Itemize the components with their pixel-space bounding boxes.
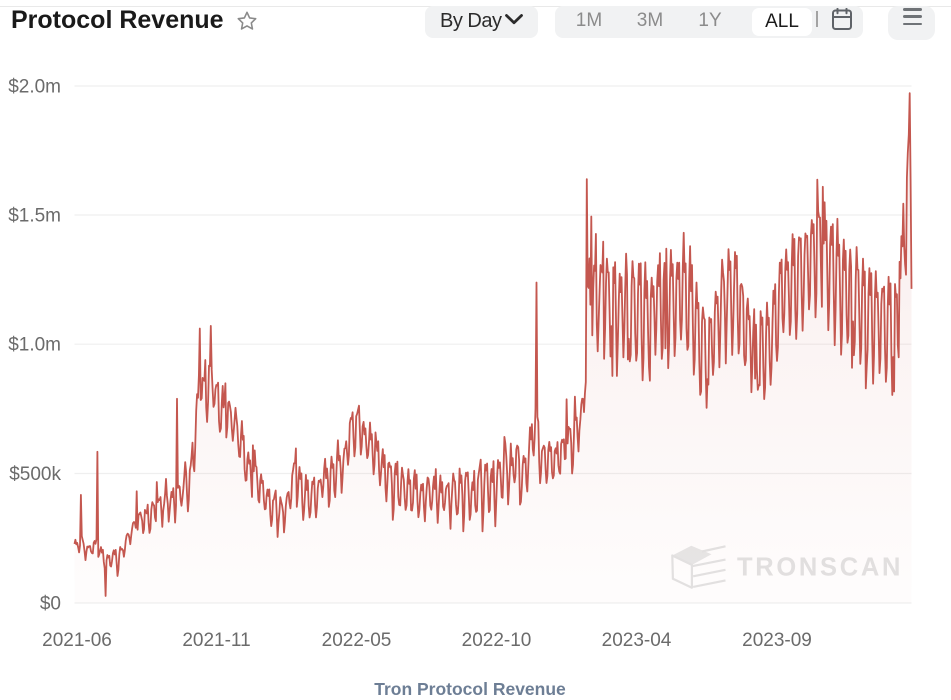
svg-text:2023-09: 2023-09: [742, 630, 812, 651]
svg-text:$1.0m: $1.0m: [8, 335, 61, 356]
svg-text:$1.5m: $1.5m: [8, 206, 61, 227]
svg-text:$500k: $500k: [9, 464, 61, 485]
svg-text:2022-05: 2022-05: [322, 630, 392, 651]
svg-text:$2.0m: $2.0m: [8, 77, 61, 98]
svg-text:2021-06: 2021-06: [42, 630, 112, 651]
svg-text:2023-04: 2023-04: [602, 630, 672, 651]
svg-text:2022-10: 2022-10: [462, 630, 532, 651]
svg-text:$0: $0: [40, 594, 61, 615]
svg-text:2021-11: 2021-11: [182, 630, 250, 651]
